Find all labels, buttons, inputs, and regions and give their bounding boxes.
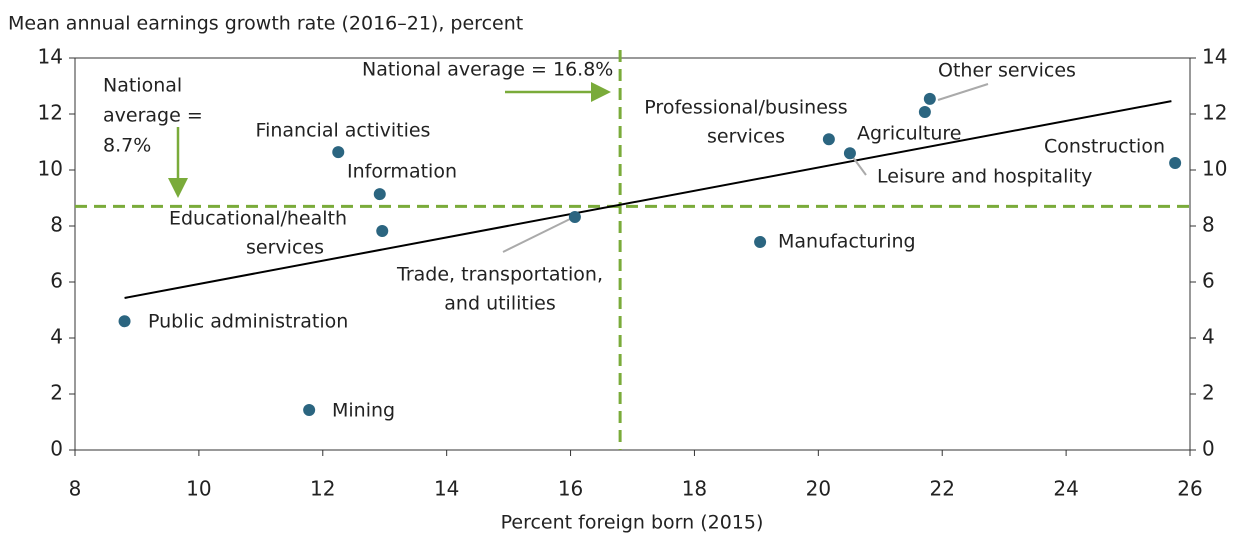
point-label: Leisure and hospitality — [877, 166, 1092, 188]
point — [118, 315, 131, 328]
y-tick-label-right: 14 — [1202, 45, 1227, 69]
point-label: services — [246, 237, 324, 259]
point — [843, 147, 856, 160]
y-tick-label: 6 — [50, 269, 63, 293]
point — [923, 92, 936, 105]
x-tick-label: 18 — [682, 477, 707, 501]
y-tick-label: 12 — [38, 101, 63, 125]
reference-label: National — [103, 75, 182, 97]
leader-line — [937, 83, 989, 101]
x-tick-label: 12 — [310, 477, 335, 501]
point-label: Information — [347, 161, 457, 183]
leader-line — [502, 218, 571, 253]
point — [303, 403, 316, 416]
y-tick-label: 4 — [50, 325, 63, 349]
point — [332, 146, 345, 159]
reference-label: National average = 16.8% — [362, 59, 613, 81]
point — [376, 225, 389, 238]
y-tick-label-right: 12 — [1202, 101, 1227, 125]
y-tick-label-right: 2 — [1202, 381, 1215, 405]
y-tick-label-right: 8 — [1202, 213, 1215, 237]
point — [568, 211, 581, 224]
point-label: and utilities — [444, 293, 555, 315]
plot-frame — [74, 57, 1191, 451]
x-tick-label: 20 — [806, 477, 831, 501]
point-label: Educational/health — [169, 208, 347, 230]
reference-label: 8.7% — [103, 135, 151, 157]
y-tick-label: 2 — [50, 381, 63, 405]
point-label: services — [707, 126, 785, 148]
x-tick-label: 22 — [929, 477, 954, 501]
reference-label: average = — [103, 105, 203, 127]
y-tick-label-right: 10 — [1202, 157, 1227, 181]
point-label: Construction — [1044, 136, 1165, 158]
point — [373, 188, 386, 201]
trend-line — [124, 100, 1172, 299]
y-tick-label-right: 6 — [1202, 269, 1215, 293]
point-label: Agriculture — [857, 123, 962, 145]
y-tick-label: 14 — [38, 45, 63, 69]
point-label: Public administration — [148, 311, 348, 333]
point — [822, 133, 835, 146]
point-label: Trade, transportation, — [396, 264, 603, 286]
x-tick-label: 10 — [186, 477, 211, 501]
point-label: Financial activities — [256, 120, 431, 142]
leader-line — [851, 155, 867, 176]
point-label: Professional/business — [644, 97, 847, 119]
y-tick-label: 8 — [50, 213, 63, 237]
y-tick-label-right: 0 — [1202, 437, 1215, 461]
y-tick-label: 0 — [50, 437, 63, 461]
x-tick-label: 14 — [434, 477, 459, 501]
y-tick-label-right: 4 — [1202, 325, 1215, 349]
y-tick-label: 10 — [38, 157, 63, 181]
x-tick-label: 26 — [1177, 477, 1202, 501]
point — [1169, 157, 1182, 169]
point-label: Mining — [332, 400, 395, 422]
x-tick-label: 8 — [69, 477, 82, 501]
x-tick-label: 24 — [1053, 477, 1078, 501]
point-label: Other services — [938, 60, 1076, 82]
point — [918, 106, 931, 119]
x-axis-title: Percent foreign born (2015) — [501, 512, 764, 534]
point-label: Manufacturing — [778, 231, 916, 253]
x-tick-label: 16 — [558, 477, 583, 501]
point — [754, 235, 767, 248]
y-axis-title: Mean annual earnings growth rate (2016–2… — [8, 13, 523, 35]
